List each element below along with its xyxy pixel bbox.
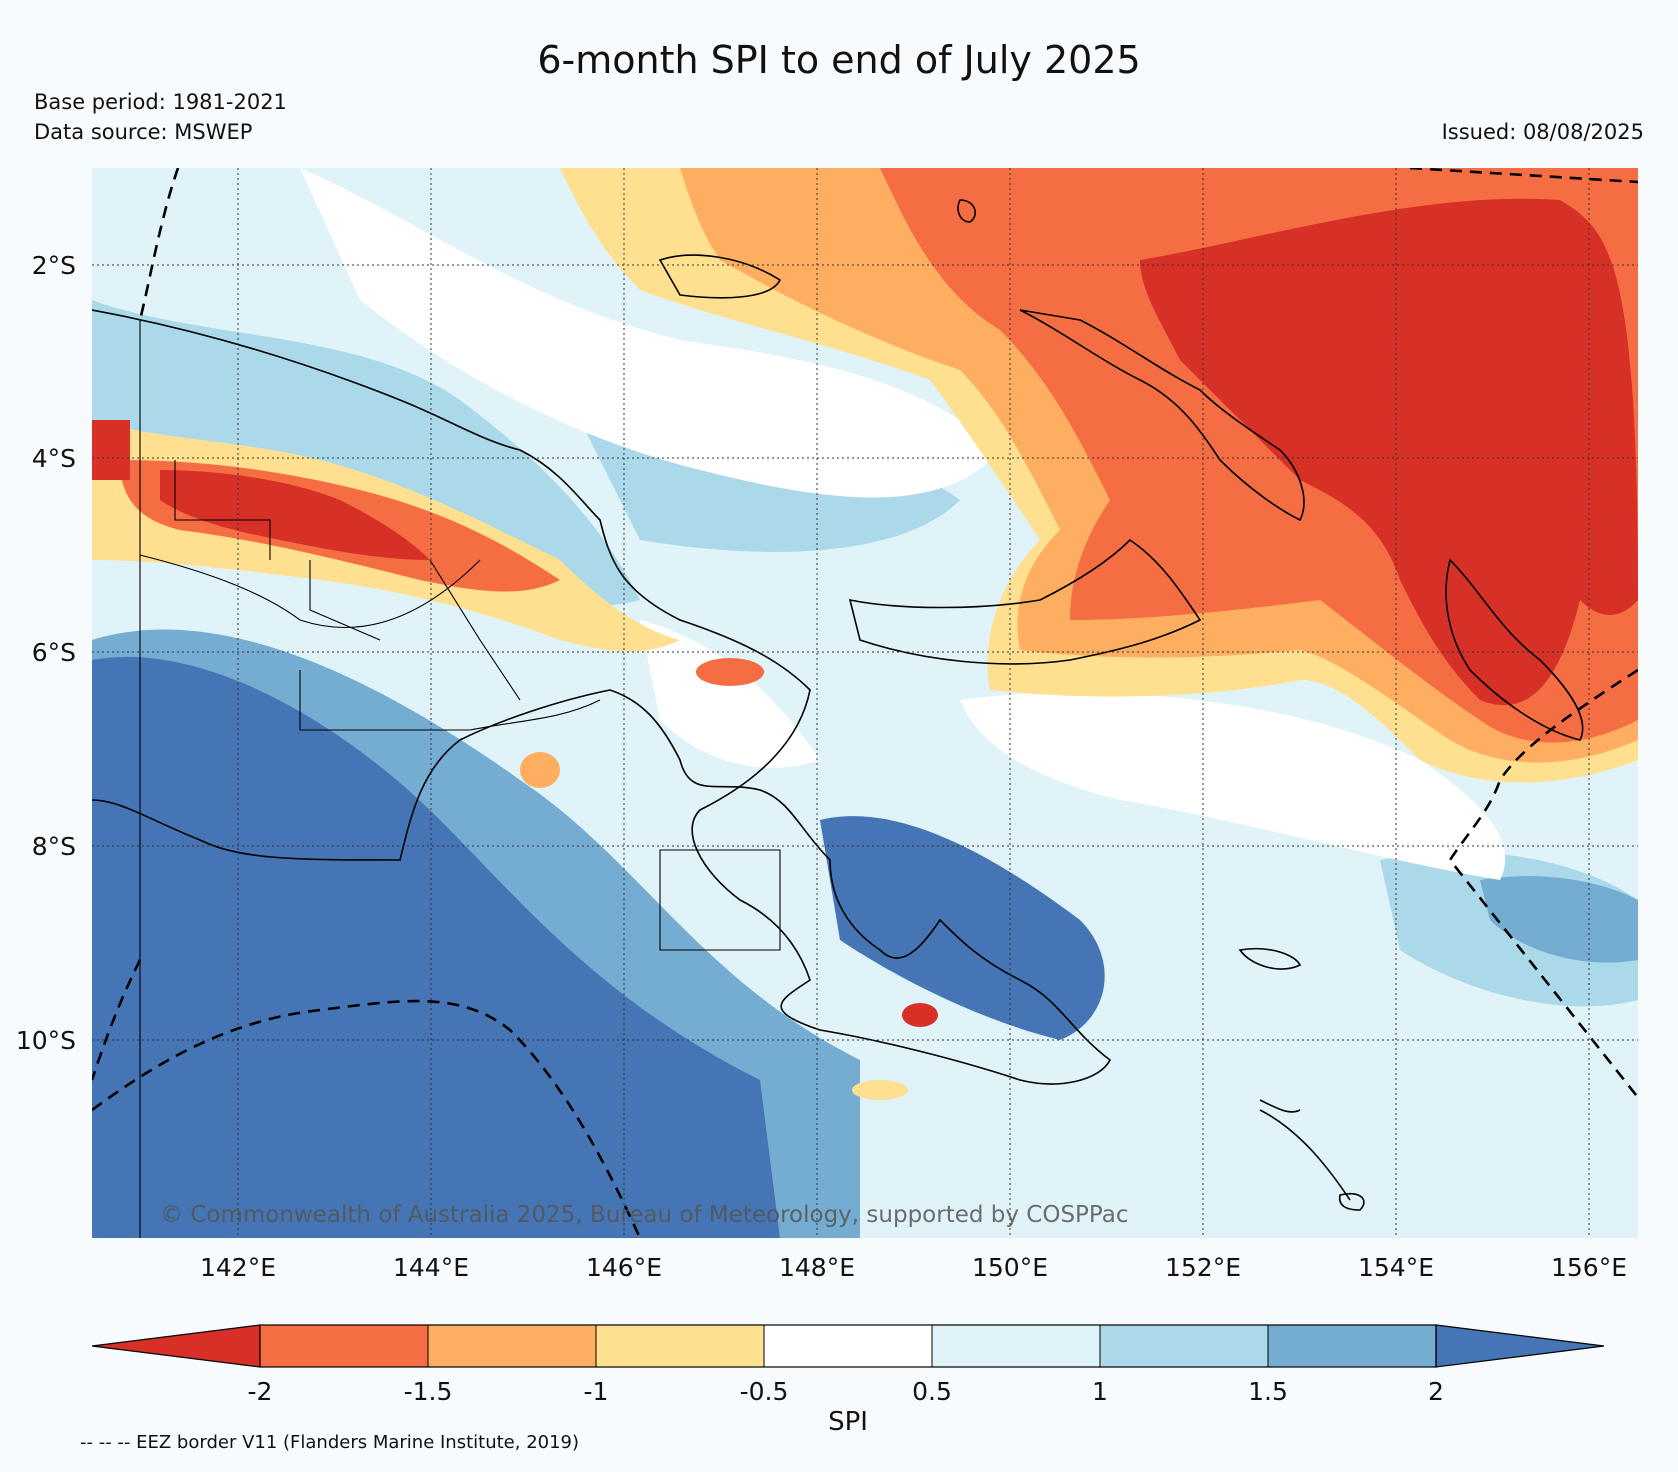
- lon-label-142e: 142°E: [200, 1253, 276, 1282]
- colorbar-tick-4: 0.5: [912, 1377, 952, 1406]
- colorbar-tick-6: 1.5: [1248, 1377, 1288, 1406]
- colorbar-seg-6: [1100, 1325, 1268, 1367]
- lon-label-156e: 156°E: [1551, 1253, 1627, 1282]
- lon-label-144e: 144°E: [393, 1253, 469, 1282]
- lat-labels: 2°S 4°S 6°S 8°S 10°S: [16, 251, 76, 1055]
- lon-labels: 142°E 144°E 146°E 148°E 150°E 152°E 154°…: [200, 1253, 1627, 1282]
- lon-label-154e: 154°E: [1358, 1253, 1434, 1282]
- colorbar-seg-7: [1268, 1325, 1436, 1367]
- borders: [139, 320, 781, 1238]
- colorbar-seg-1: [260, 1325, 428, 1367]
- lon-label-146e: 146°E: [586, 1253, 662, 1282]
- lat-label-8s: 8°S: [32, 832, 76, 861]
- spi-field-blue: [92, 300, 1638, 1238]
- data-source-label: Data source: MSWEP: [34, 120, 253, 144]
- lat-label-2s: 2°S: [32, 251, 76, 280]
- colorbar-seg-5: [932, 1325, 1100, 1367]
- coastlines: [92, 199, 1584, 1211]
- colorbar-tick-3: -0.5: [740, 1377, 789, 1406]
- issued-date-label: Issued: 08/08/2025: [1441, 120, 1644, 144]
- colorbar-seg-2: [428, 1325, 596, 1367]
- colorbar-tick-0: -2: [248, 1377, 273, 1406]
- colorbar-extend-high: [1435, 1324, 1605, 1368]
- lat-label-10s: 10°S: [16, 1026, 76, 1055]
- map-title: 6-month SPI to end of July 2025: [537, 38, 1141, 82]
- spi-field-white: [300, 168, 1506, 880]
- lon-label-152e: 152°E: [1165, 1253, 1241, 1282]
- copyright-text: © Commonwealth of Australia 2025, Bureau…: [160, 1202, 1129, 1228]
- colorbar-tick-5: 1: [1092, 1377, 1108, 1406]
- spi-field-dry-west: [92, 420, 938, 1100]
- lon-label-150e: 150°E: [972, 1253, 1048, 1282]
- lon-label-148e: 148°E: [779, 1253, 855, 1282]
- colorbar-extend-low: [91, 1324, 261, 1368]
- graticule: [92, 168, 1638, 1238]
- spi-field-dry: [560, 168, 1638, 783]
- eez-border-note: -- -- -- EEZ border V11 (Flanders Marine…: [80, 1432, 580, 1453]
- colorbar-tick-2: -1: [584, 1377, 609, 1406]
- colorbar-label: SPI: [828, 1407, 868, 1437]
- colorbar-outline: [259, 1324, 1437, 1368]
- colorbar-tick-1: -1.5: [404, 1377, 453, 1406]
- colorbar-seg-3: [596, 1325, 764, 1367]
- eez-borders: [92, 168, 1638, 1238]
- colorbar-seg-4: [764, 1325, 932, 1367]
- lat-label-4s: 4°S: [32, 444, 76, 473]
- lat-label-6s: 6°S: [32, 638, 76, 667]
- base-period-label: Base period: 1981-2021: [34, 90, 287, 114]
- colorbar: -2 -1.5 -1 -0.5 0.5 1 1.5 2 SPI: [91, 1324, 1605, 1437]
- colorbar-tick-7: 2: [1428, 1377, 1444, 1406]
